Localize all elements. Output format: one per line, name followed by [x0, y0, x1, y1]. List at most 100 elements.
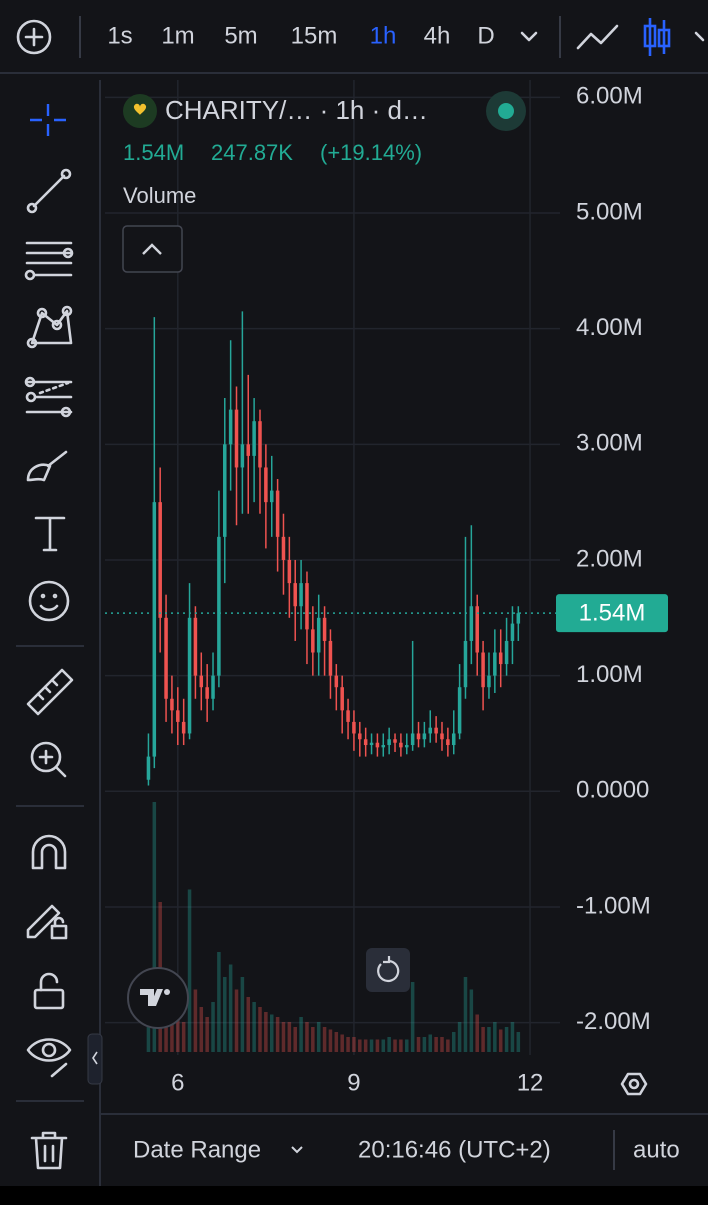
volume-bar	[416, 1037, 421, 1052]
date-range-button[interactable]: Date Range	[133, 1136, 261, 1163]
ruler-tool[interactable]	[26, 668, 74, 716]
dropdown-icon	[291, 1146, 303, 1154]
bottom-strip	[0, 1186, 708, 1200]
volume-bar	[281, 1022, 286, 1052]
price-tag	[556, 594, 668, 633]
interval-button[interactable]: 4h	[424, 22, 451, 49]
zoom-tool[interactable]	[30, 741, 67, 778]
candle-body	[399, 742, 403, 748]
more-chart-types[interactable]	[694, 31, 705, 42]
line-chart-button[interactable]	[576, 24, 619, 50]
volume-bar	[340, 1034, 344, 1052]
candle-body	[481, 652, 485, 688]
price-change: 247.87K	[211, 140, 293, 165]
candle-body	[328, 640, 333, 676]
volume-bar	[305, 1022, 309, 1052]
chart-pane: 6.00M 5.00M 4.00M 3.00M 2.00M 1.00M 0.0000 -1.0…	[105, 80, 668, 1096]
left-toolbar	[16, 80, 103, 1186]
volume-bar	[399, 1039, 403, 1052]
pattern-tool[interactable]	[26, 305, 73, 349]
candle-body	[176, 710, 180, 722]
candle-body	[264, 467, 268, 503]
volume-bar	[316, 1022, 321, 1052]
volume-bar	[287, 1022, 292, 1052]
candle-body	[510, 623, 515, 641]
lock-drawing-tool[interactable]	[26, 904, 68, 940]
crosshair-tool[interactable]	[30, 104, 66, 136]
trend-line-tool[interactable]	[26, 168, 72, 214]
add-button[interactable]	[16, 19, 52, 55]
candle-body	[446, 739, 450, 746]
prediction-tool[interactable]	[24, 376, 73, 418]
y-tick-label: 5.00M	[576, 198, 643, 225]
visibility-tool[interactable]	[26, 1038, 72, 1078]
y-tick-label: 4.00M	[576, 314, 643, 341]
indicator-name[interactable]: Volume	[123, 183, 196, 208]
y-tick-label: 3.00M	[576, 430, 643, 457]
delete-tool[interactable]	[30, 1131, 68, 1170]
collapse-legend-button[interactable]	[122, 225, 183, 273]
reset-chart-button[interactable]	[366, 948, 410, 992]
text-tool[interactable]	[34, 516, 66, 552]
y-tick-label: 1.00M	[576, 661, 643, 688]
overlay-buttons	[127, 948, 410, 1029]
lock-tool[interactable]	[33, 972, 65, 1010]
interval-button[interactable]: D	[477, 22, 494, 49]
clock[interactable]: 20:16:46 (UTC+2)	[358, 1136, 551, 1163]
candle-body	[387, 739, 391, 746]
candle-body	[299, 583, 303, 607]
brush-tool[interactable]	[26, 450, 68, 482]
volume-bar	[322, 1027, 327, 1052]
volume-bar	[193, 989, 198, 1052]
volume-bar	[346, 1037, 350, 1052]
candle-body	[211, 675, 215, 699]
volume-bar	[293, 1027, 297, 1052]
candle-body	[475, 606, 479, 653]
interval-button[interactable]: 5m	[224, 22, 257, 49]
volume-bar	[481, 1027, 485, 1052]
legend: CHARITY/… · 1h · d… 1.54M 247.87K (+19.1…	[122, 91, 526, 273]
candle-body	[504, 640, 509, 665]
auto-scale-button[interactable]: auto	[633, 1136, 680, 1163]
volume-bar	[375, 1039, 380, 1052]
magnet-tool[interactable]	[31, 834, 67, 870]
candle-body	[516, 613, 521, 624]
reset-icon	[377, 956, 400, 983]
candle-body	[164, 617, 168, 699]
volume-bar	[487, 1027, 491, 1052]
more-intervals[interactable]	[520, 31, 538, 42]
candle-body	[322, 617, 327, 641]
interval-button[interactable]: 1m	[161, 22, 194, 49]
volume-bar	[387, 1037, 391, 1052]
price-tag-label: 1.54M	[579, 600, 646, 627]
candle-body	[334, 675, 339, 688]
volume-bar	[152, 802, 157, 1052]
candle-body	[422, 733, 427, 740]
candle-body	[281, 536, 286, 560]
candle-body	[451, 733, 456, 746]
y-tick-label: 2.00M	[576, 545, 643, 572]
symbol-title[interactable]: CHARITY/… · 1h · d…	[165, 95, 428, 125]
volume-bar	[434, 1037, 438, 1052]
candle-body	[187, 617, 192, 734]
fib-tool[interactable]	[24, 241, 74, 281]
volume-bar	[440, 1037, 444, 1052]
interval-button[interactable]: 1h	[370, 22, 397, 49]
chevron-up	[142, 243, 162, 255]
candle-body	[305, 583, 309, 630]
y-tick-label: -2.00M	[576, 1008, 651, 1035]
interval-button[interactable]: 15m	[291, 22, 338, 49]
volume-bar	[463, 977, 468, 1052]
interval-button[interactable]: 1s	[107, 22, 132, 49]
volume-bar	[446, 1039, 450, 1052]
candle-chart-button[interactable]	[643, 18, 671, 56]
collapse-toolbar[interactable]	[87, 1033, 103, 1085]
volume-bar	[170, 1007, 174, 1052]
volume-bar	[504, 1027, 509, 1052]
emoji-tool[interactable]	[28, 580, 70, 622]
logo-heart	[133, 103, 147, 115]
volume-bar	[187, 889, 192, 1052]
settings-button[interactable]	[620, 1072, 648, 1096]
